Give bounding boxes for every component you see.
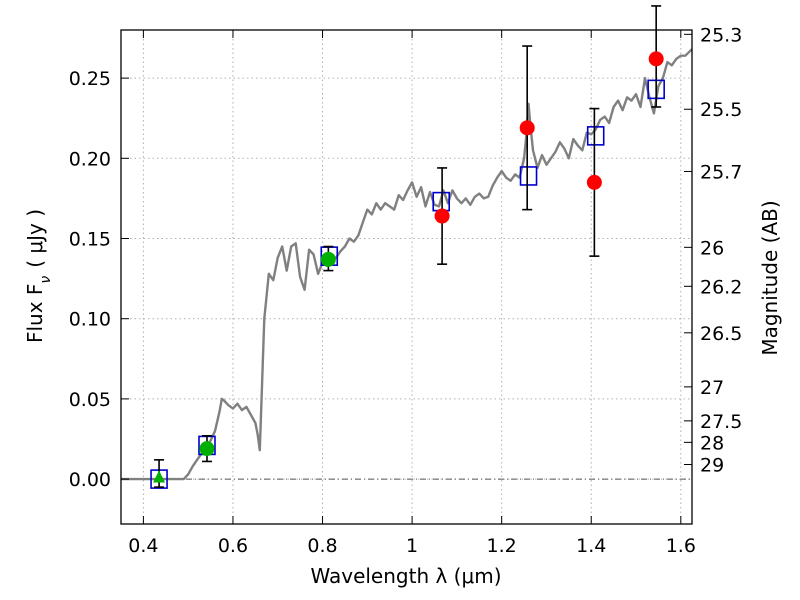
y2-tick-label: 27.5 (700, 411, 742, 433)
y-axis-title-subscript: ν (38, 276, 54, 284)
x-tick-label: 0.4 (128, 535, 158, 557)
y2-tick-label: 26.2 (700, 276, 742, 298)
model-box-series (150, 79, 665, 489)
plot-frame (120, 29, 693, 525)
y-tick-label: 0.20 (69, 148, 111, 170)
y2-tick-label: 26 (700, 237, 724, 259)
photometry-series (153, 51, 664, 483)
red-data-point (434, 208, 450, 224)
green-data-point (199, 441, 215, 457)
y2-tick-label: 28 (700, 432, 724, 454)
y2-axis-title: Magnitude (AB) (758, 200, 782, 355)
x-tick-label: 1 (406, 535, 418, 557)
y2-tick-label: 25.7 (700, 161, 742, 183)
y2-tick-label: 29 (700, 454, 724, 476)
green-data-point (320, 251, 336, 267)
y-axis-title: Flux Fν ( μJy ) (23, 209, 54, 343)
y2-tick-label: 27 (700, 377, 724, 399)
x-tick-label: 1.4 (576, 535, 606, 557)
y-tick-label: 0.00 (69, 469, 111, 491)
y2-tick-label: 26.5 (700, 323, 742, 345)
y-tick-label: 0.25 (69, 68, 111, 90)
green-triangle-point (153, 470, 166, 483)
red-data-point (519, 120, 535, 136)
y-axis-title-unit: ( μJy ) (23, 209, 47, 268)
x-tick-label: 1.6 (666, 535, 696, 557)
model-box-marker (519, 166, 538, 186)
y2-tick-label: 25.5 (700, 99, 742, 121)
axis-ticks (121, 30, 692, 524)
model-box-marker (586, 126, 605, 146)
x-tick-label: 0.6 (218, 535, 248, 557)
tick-labels: 0.4 0.6 0.8 1 1.2 1.4 1.6 0.00 0.05 0.10 0.15 0.20 0… (69, 24, 743, 557)
red-data-point (586, 174, 602, 190)
x-tick-label: 0.8 (307, 535, 337, 557)
y-tick-label: 0.10 (69, 309, 111, 331)
y-axis-title-main: Flux F (23, 284, 47, 343)
x-axis-title: Wavelength λ (μm) (310, 564, 501, 588)
spectrum-series (121, 48, 693, 481)
spectrum-line (121, 48, 693, 481)
y-tick-label: 0.05 (69, 389, 111, 411)
x-tick-label: 1.2 (487, 535, 517, 557)
red-data-point (648, 51, 664, 67)
y-tick-label: 0.15 (69, 229, 111, 251)
y2-tick-label: 25.3 (700, 24, 742, 46)
